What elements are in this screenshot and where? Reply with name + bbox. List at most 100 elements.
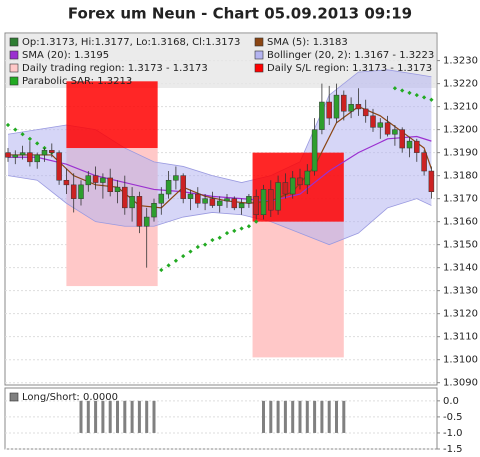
legend-label: SMA (20): 1.3195	[22, 50, 109, 61]
bar	[145, 400, 149, 433]
legend-label: Daily S/L region: 1.3173 - 1.3173	[267, 63, 432, 74]
bar	[313, 400, 317, 433]
candle-body	[399, 129, 405, 149]
candle-body	[282, 182, 289, 195]
candle-body	[12, 154, 19, 158]
candle-body	[195, 193, 201, 204]
sar-dot	[166, 263, 171, 268]
y-tick-label: 1.3130	[443, 286, 478, 297]
y-tick-label: 1.3110	[443, 332, 478, 343]
sar-dot	[20, 132, 25, 137]
sar-dot	[246, 224, 252, 229]
candle-body	[268, 189, 274, 211]
bar	[137, 400, 141, 433]
y-tick-label: -1.5	[443, 444, 463, 455]
bar	[101, 400, 105, 433]
candle-body	[173, 175, 179, 181]
candle-body	[114, 186, 121, 192]
legend-swatch	[254, 63, 264, 73]
candle-body	[414, 140, 420, 153]
candle-body	[319, 101, 325, 130]
candle-body	[136, 196, 143, 227]
bar	[86, 400, 90, 433]
legend-swatch	[9, 76, 19, 86]
y-tick-label: 1.3210	[443, 102, 478, 113]
bar	[327, 400, 331, 433]
candle-body	[49, 150, 55, 153]
candle-body	[34, 154, 40, 163]
candle-body	[355, 104, 362, 110]
candle-body	[421, 152, 427, 172]
legend-swatch	[9, 392, 19, 402]
y-tick-label: 1.3140	[443, 263, 478, 274]
candle-body	[231, 198, 238, 209]
candle-body	[377, 122, 384, 128]
bar	[269, 400, 273, 433]
legend-label: SMA (5): 1.3183	[267, 37, 348, 48]
candle-body	[392, 129, 398, 135]
candle-body	[151, 202, 157, 218]
candle-body	[406, 140, 413, 149]
candle-body	[311, 129, 318, 172]
sar-dot	[210, 237, 215, 243]
sar-dot	[173, 258, 179, 263]
bar	[305, 400, 309, 433]
candle-body	[216, 200, 223, 206]
bar	[123, 400, 127, 433]
candle-body	[428, 170, 435, 192]
bar	[262, 400, 265, 433]
candle-body	[341, 94, 347, 112]
y-tick-label: 1.3200	[443, 125, 478, 136]
candle-body	[348, 104, 354, 112]
candle-body	[19, 152, 26, 156]
y-tick-label: 1.3150	[443, 240, 478, 251]
candle-body	[253, 196, 259, 216]
bar	[94, 400, 98, 433]
y-tick-label: -0.5	[443, 412, 463, 423]
sar-dot	[239, 226, 244, 231]
bar	[342, 400, 346, 433]
candle-body	[92, 175, 99, 183]
bar	[320, 400, 324, 433]
sar-dot	[195, 244, 200, 250]
bar	[298, 400, 302, 433]
candle-body	[143, 216, 150, 227]
sar-dot	[188, 249, 193, 254]
sar-dot	[13, 127, 18, 132]
legend-swatch	[254, 50, 264, 60]
candle-body	[209, 198, 216, 206]
candle-body	[333, 94, 340, 119]
candle-body	[158, 193, 165, 204]
candle-body	[238, 202, 245, 209]
bollinger-lower	[7, 175, 432, 246]
chart-title: Forex um Neun - Chart 05.09.2013 09:19	[68, 5, 412, 23]
candle-body	[224, 198, 230, 202]
region	[66, 81, 158, 149]
legend-swatch	[9, 50, 19, 60]
lower-plot	[4, 387, 438, 450]
region	[252, 152, 344, 222]
legend-swatch	[9, 37, 19, 47]
candle-body	[370, 115, 376, 128]
candle-body	[85, 175, 92, 186]
legend-label: Parabolic SAR: 1.3213	[22, 76, 132, 87]
candle-body	[275, 182, 281, 211]
candle-body	[180, 175, 186, 199]
sar-dot	[159, 267, 164, 273]
sar-dot	[27, 136, 33, 141]
candle-body	[362, 108, 369, 117]
y-tick-label: 1.3230	[443, 56, 478, 67]
y-tick-label: 1.3180	[443, 171, 478, 182]
bar	[116, 400, 119, 433]
candle-body	[384, 122, 391, 135]
candle-body	[27, 152, 33, 163]
candle-body	[260, 189, 267, 216]
legend-label: Daily trading region: 1.3173 - 1.3173	[22, 63, 208, 74]
candle-body	[70, 184, 77, 199]
legend-label: Bollinger (20, 2): 1.3167 - 1.3223	[267, 50, 434, 61]
legend-label: Op:1.3173, Hi:1.3177, Lo:1.3168, Cl:1.31…	[22, 37, 240, 48]
sar-dot	[224, 231, 230, 236]
legend-swatch	[9, 63, 19, 73]
y-tick-label: -1.0	[443, 428, 463, 439]
legend-label: Long/Short: 0.0000	[22, 392, 118, 403]
